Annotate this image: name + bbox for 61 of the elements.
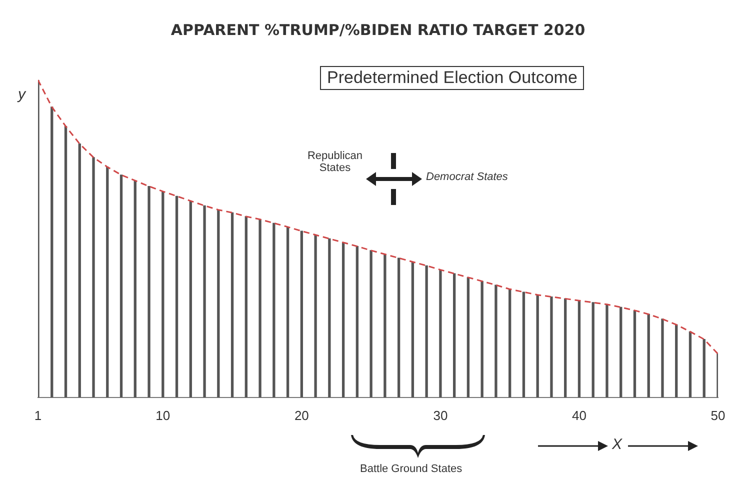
bar <box>189 200 192 398</box>
bar <box>647 314 650 398</box>
y-axis-title: y <box>18 86 26 103</box>
x-tick-label: 1 <box>34 408 42 423</box>
bar <box>148 186 150 398</box>
bar <box>120 174 123 398</box>
bar <box>64 126 68 398</box>
x-tick-label: 50 <box>710 408 726 423</box>
bar <box>494 284 498 398</box>
bar <box>162 191 164 398</box>
bar <box>50 106 54 398</box>
bar <box>466 277 470 398</box>
bar <box>175 196 178 398</box>
bar <box>633 310 636 398</box>
bar <box>356 246 359 398</box>
bar <box>592 302 594 398</box>
bar <box>661 318 664 398</box>
bar <box>78 143 81 398</box>
x-tick-label: 30 <box>433 408 448 423</box>
bar <box>425 265 428 398</box>
bar <box>439 269 442 398</box>
annotation: Predetermined Election Outcome <box>320 66 584 90</box>
bar <box>480 280 484 398</box>
bar <box>508 288 512 398</box>
x-tick-label: 10 <box>156 408 170 423</box>
bar <box>536 294 539 398</box>
bar <box>230 212 234 398</box>
annotation: Democrat States <box>426 171 508 183</box>
bar <box>620 306 622 398</box>
chart-title: APPARENT %TRUMP/%BIDEN RATIO TARGET 2020 <box>170 20 586 39</box>
bar <box>452 273 456 398</box>
bar <box>244 216 248 398</box>
bar <box>286 226 290 398</box>
bar <box>522 292 526 398</box>
x-axis-title: X <box>612 436 622 453</box>
bar <box>384 254 386 398</box>
bar <box>134 180 136 398</box>
bar <box>300 230 304 398</box>
x-tick-label: 20 <box>294 408 309 423</box>
bar <box>397 258 400 398</box>
bar <box>675 324 678 398</box>
bar <box>328 238 331 398</box>
bar <box>606 304 608 398</box>
bar <box>342 242 345 398</box>
bar <box>550 296 553 398</box>
bar <box>688 331 692 398</box>
x-tick-label: 40 <box>572 408 586 423</box>
bar <box>217 209 220 398</box>
bar <box>578 300 581 398</box>
bar <box>411 262 414 398</box>
bar <box>258 219 262 398</box>
text: Battle Ground States <box>360 463 462 475</box>
bar <box>92 157 95 398</box>
bar <box>564 298 567 398</box>
bar <box>702 338 706 398</box>
bar <box>370 250 372 398</box>
bar <box>203 205 206 398</box>
bar <box>272 222 276 398</box>
bar <box>106 166 109 398</box>
bar <box>314 234 317 398</box>
annotation: Republican States <box>306 150 364 174</box>
